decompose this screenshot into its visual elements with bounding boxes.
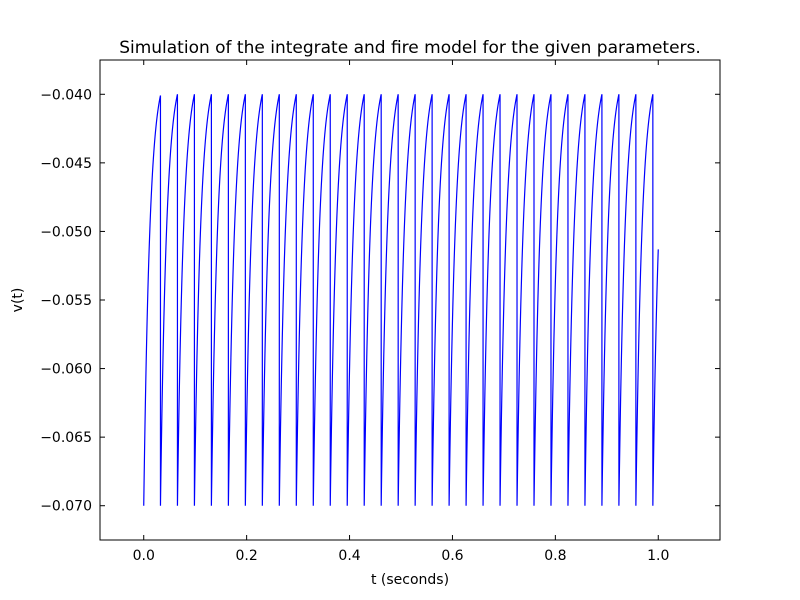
chart-title: Simulation of the integrate and fire mod… [119, 38, 701, 58]
y-tick-label: −0.065 [40, 430, 92, 446]
y-tick-label: −0.070 [40, 499, 92, 515]
series-voltage-line [143, 94, 659, 506]
x-tick-label: 0.6 [441, 548, 463, 564]
x-tick-label: 0.0 [133, 548, 155, 564]
y-tick-label: −0.045 [40, 156, 92, 172]
x-tick-label: 0.8 [544, 548, 566, 564]
x-axis-label: t (seconds) [371, 572, 449, 588]
y-tick-label: −0.055 [40, 293, 92, 309]
x-axis: 0.0 0.2 0.4 0.6 0.8 1.0 [133, 60, 669, 564]
y-tick-label: −0.050 [40, 224, 92, 240]
plot-area [99, 59, 721, 541]
x-tick-label: 0.2 [236, 548, 258, 564]
x-tick-label: 0.4 [338, 548, 360, 564]
x-tick-label: 1.0 [647, 548, 669, 564]
y-tick-label: −0.040 [40, 87, 92, 103]
y-axis: −0.070 −0.065 −0.060 −0.055 −0.050 −0.045 −0.0… [40, 87, 720, 515]
y-axis-label: v(t) [10, 288, 26, 313]
y-tick-label: −0.060 [40, 362, 92, 378]
axes-frame [99, 59, 721, 541]
